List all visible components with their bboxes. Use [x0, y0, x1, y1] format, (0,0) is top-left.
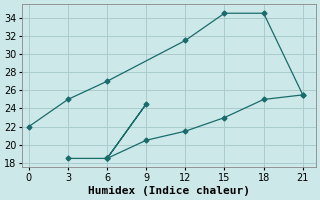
- X-axis label: Humidex (Indice chaleur): Humidex (Indice chaleur): [88, 186, 250, 196]
